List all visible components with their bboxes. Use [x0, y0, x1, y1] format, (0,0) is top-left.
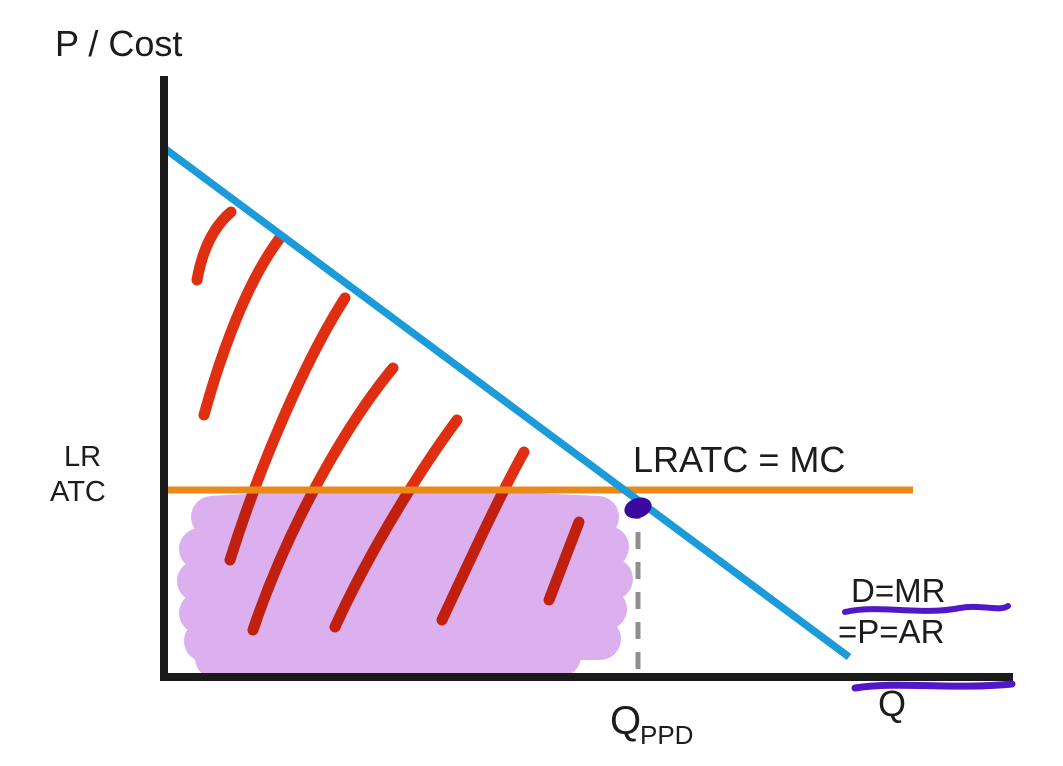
demand-curve: [161, 144, 852, 661]
atc-label: ATC: [50, 476, 106, 508]
purple-stroke: [195, 635, 581, 679]
underline-q: [851, 680, 1016, 692]
red-hatch-stroke: [191, 206, 237, 286]
y-axis-label: P / Cost: [55, 23, 182, 64]
lratc-mc-label: LRATC = MC: [633, 439, 845, 480]
purple-stroke: [179, 522, 629, 570]
qppd-label-subscript: PPD: [640, 720, 693, 750]
underline-dmr: [842, 603, 1011, 615]
demand-label-line1: D=MR: [851, 572, 945, 609]
lr-label: LR: [64, 441, 101, 473]
purple-stroke: [191, 490, 619, 538]
x-axis-label: Q: [878, 683, 906, 724]
purple-stroke: [177, 555, 633, 602]
qppd-label-base: Q: [610, 699, 641, 743]
red-hatch-stroke: [198, 232, 286, 421]
purple-highlight-region: [177, 490, 633, 679]
axes: [160, 76, 1013, 681]
demand-label-line2: =P=AR: [838, 613, 944, 650]
purple-stroke: [179, 587, 627, 634]
intersection-dot: [624, 497, 652, 519]
